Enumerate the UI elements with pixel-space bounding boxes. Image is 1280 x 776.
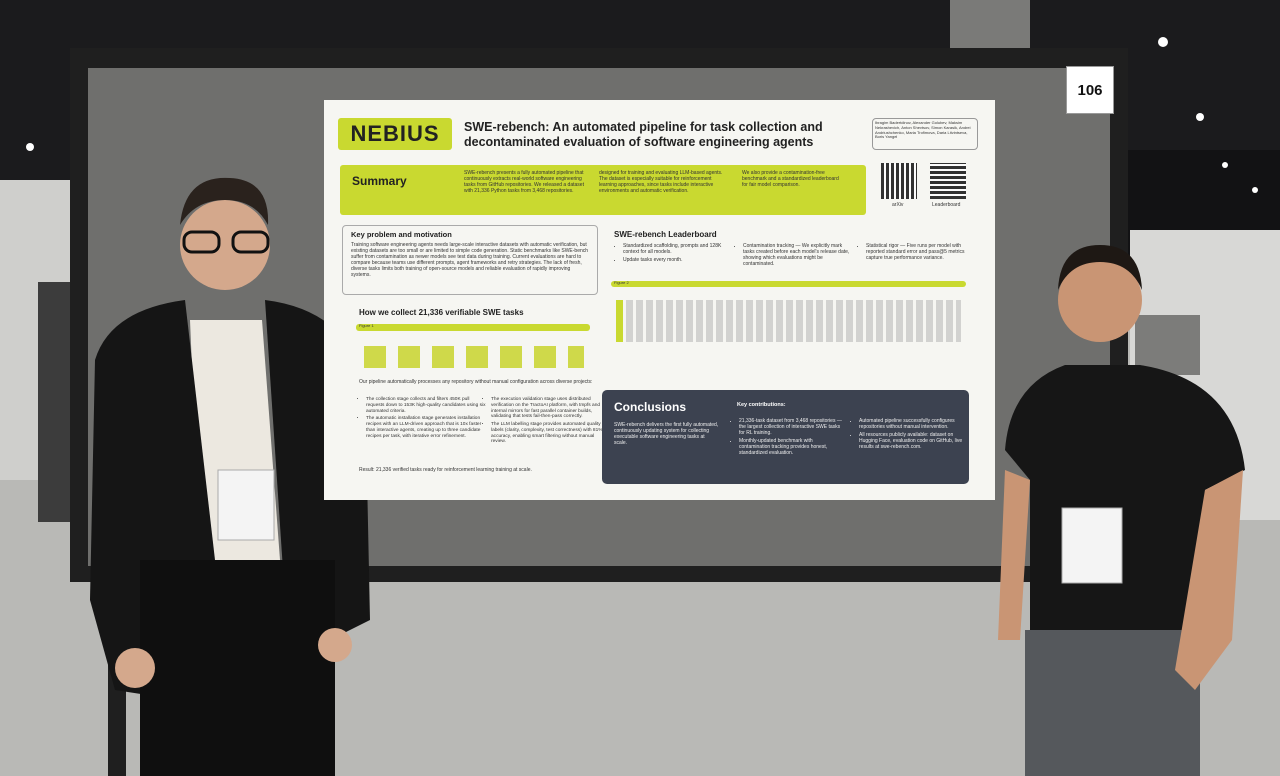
qr-code xyxy=(930,163,966,199)
bullet: The LLM labelling stage provides automat… xyxy=(491,422,606,445)
badge xyxy=(217,469,275,541)
bullet: Contamination tracking — We explicitly m… xyxy=(743,243,855,267)
bullet: The automatic installation stage generat… xyxy=(366,416,486,439)
summary-text: SWE-rebench presents a fully automated p… xyxy=(464,170,584,194)
bullet: The collection stage collects and filter… xyxy=(366,397,486,414)
summary-band xyxy=(340,165,866,215)
bullet: Standardized scaffolding, prompts and 12… xyxy=(623,243,733,255)
bullet: Statistical rigor — Five runs per model … xyxy=(866,243,971,261)
logo: NEBIUS xyxy=(338,118,452,150)
light xyxy=(1196,113,1204,121)
leaderboard-chart-highlight xyxy=(616,300,623,342)
leaderboard-chart xyxy=(616,300,961,342)
qr-code xyxy=(881,163,917,199)
light xyxy=(1158,37,1168,47)
section-heading: Key problem and motivation xyxy=(351,230,452,239)
arm xyxy=(1175,470,1243,690)
section-heading: SWE-rebench Leaderboard xyxy=(614,230,717,239)
qr-label: Leaderboard xyxy=(932,202,961,208)
bullet: The execution validation stage uses dist… xyxy=(491,397,606,420)
pipeline-diagram xyxy=(364,346,584,368)
bullet: Update tasks every month. xyxy=(623,257,733,263)
collect-list: The execution validation stage uses dist… xyxy=(484,397,606,447)
figure-label: Figure 2 xyxy=(614,280,629,285)
hand xyxy=(115,648,155,688)
contributions-list: Automated pipeline successfully configur… xyxy=(852,418,964,452)
light xyxy=(1252,187,1258,193)
section-heading: Conclusions xyxy=(614,400,687,414)
face xyxy=(180,200,270,290)
far-board xyxy=(1135,315,1200,375)
face xyxy=(1058,258,1142,342)
poster: NEBIUS SWE-rebench: An automated pipelin… xyxy=(324,100,995,500)
leaderboard-list: Contamination tracking — We explicitly m… xyxy=(736,243,855,269)
bullet: 21,336-task dataset from 3,468 repositor… xyxy=(739,418,844,436)
conclusions-box: Conclusions SWE-rebench delivers the fir… xyxy=(602,390,969,484)
leaderboard-list: Statistical rigor — Five runs per model … xyxy=(859,243,971,263)
section-heading: How we collect 21,336 verifiable SWE tas… xyxy=(359,308,524,317)
summary-text: designed for training and evaluating LLM… xyxy=(599,170,723,194)
qr-label: arXiv xyxy=(892,202,904,208)
bullet: All resources publicly available: datase… xyxy=(859,432,964,450)
figure-bar xyxy=(611,281,966,287)
pillar xyxy=(950,0,1030,48)
bullet: Automated pipeline successfully configur… xyxy=(859,418,964,430)
hand xyxy=(318,628,352,662)
trousers xyxy=(140,560,335,776)
summary-text: We also provide a contamination-free ben… xyxy=(742,170,839,188)
glasses xyxy=(182,230,221,254)
leaderboard-list: Standardized scaffolding, prompts and 12… xyxy=(616,243,733,265)
collect-result: Result: 21,336 verified tasks ready for … xyxy=(359,467,532,473)
conclusions-text: SWE-rebench delivers the first fully aut… xyxy=(614,422,719,446)
motivation-box: Key problem and motivation Training soft… xyxy=(342,225,598,295)
board-number: 106 xyxy=(1066,66,1114,114)
trousers xyxy=(1025,630,1200,776)
section-heading: Summary xyxy=(352,174,407,188)
hair xyxy=(1058,245,1142,290)
contributions-heading: Key contributions: xyxy=(737,402,786,408)
figure-label: Figure 1 xyxy=(359,323,374,328)
light xyxy=(1222,162,1228,168)
authors: Ibragim Badertdinov, Alexander Golubev, … xyxy=(872,118,978,150)
figure-bar xyxy=(356,324,590,331)
light xyxy=(26,143,34,151)
motivation-text: Training software engineering agents nee… xyxy=(351,242,589,278)
contributions-list: 21,336-task dataset from 3,468 repositor… xyxy=(732,418,844,458)
collect-intro: Our pipeline automatically processes any… xyxy=(359,379,593,385)
poster-title: SWE-rebench: An automated pipeline for t… xyxy=(464,120,823,149)
glasses xyxy=(231,230,270,254)
arm xyxy=(998,470,1030,640)
bullet: Monthly-updated benchmark with contamina… xyxy=(739,438,844,456)
badge xyxy=(1061,507,1123,584)
hair xyxy=(180,177,269,225)
collect-list: The collection stage collects and filter… xyxy=(359,397,486,441)
